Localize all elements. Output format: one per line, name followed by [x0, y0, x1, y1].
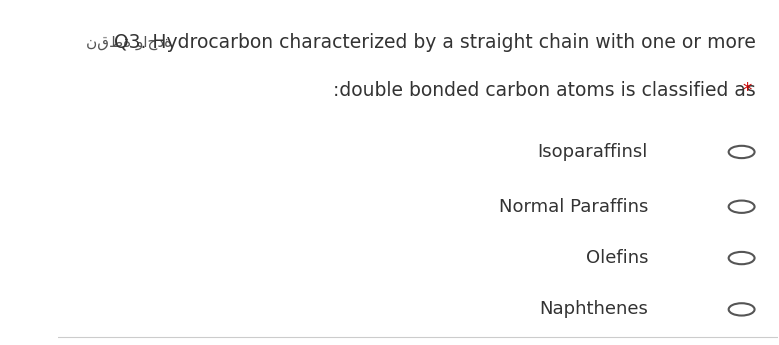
- Text: Olefins: Olefins: [586, 249, 648, 267]
- Text: :double bonded carbon atoms is classified as: :double bonded carbon atoms is classifie…: [333, 81, 756, 100]
- Text: Q3. Hydrocarbon characterized by a straight chain with one or more: Q3. Hydrocarbon characterized by a strai…: [115, 33, 756, 52]
- Text: Isoparaffinsl: Isoparaffinsl: [538, 143, 648, 161]
- Text: *: *: [742, 81, 752, 100]
- Text: Normal Paraffins: Normal Paraffins: [499, 198, 648, 216]
- Text: Naphthenes: Naphthenes: [539, 300, 648, 318]
- Text: نقطة واحدة: نقطة واحدة: [86, 35, 173, 50]
